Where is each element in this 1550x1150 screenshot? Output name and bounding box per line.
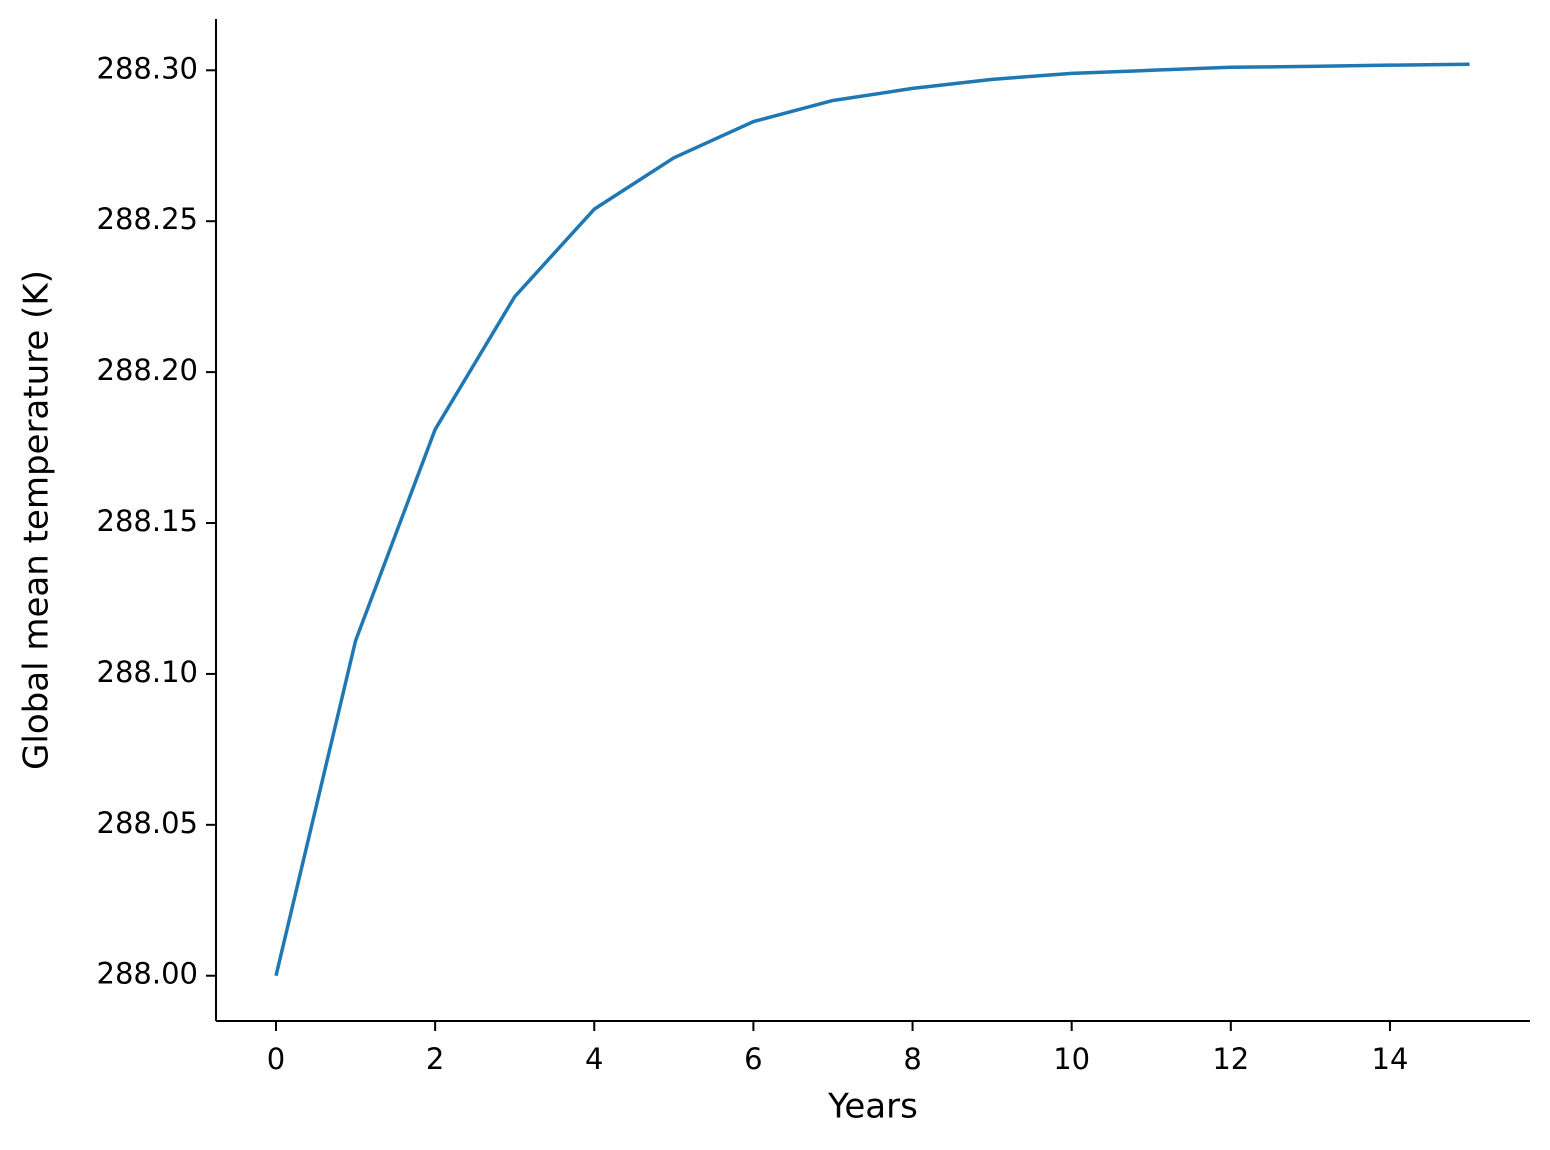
data-line <box>274 62 1470 977</box>
y-tick-label: 288.00 <box>97 957 198 991</box>
x-tick-label: 8 <box>903 1042 921 1076</box>
y-tick-label: 288.15 <box>97 504 198 538</box>
x-axis-title: Years <box>827 1087 918 1127</box>
y-tick-label: 288.10 <box>97 655 198 689</box>
x-tick-label: 14 <box>1372 1042 1409 1076</box>
x-tick-label: 10 <box>1053 1042 1090 1076</box>
y-axis-title: Global mean temperature (K) <box>17 270 57 770</box>
x-tick-label: 0 <box>267 1042 285 1076</box>
y-tick-label: 288.20 <box>97 353 198 387</box>
x-tick-label: 2 <box>426 1042 444 1076</box>
y-tick-label: 288.05 <box>97 806 198 840</box>
x-tick-label: 12 <box>1212 1042 1249 1076</box>
x-tick-label: 4 <box>585 1042 603 1076</box>
x-tick-label: 6 <box>744 1042 762 1076</box>
y-tick-label: 288.25 <box>97 202 198 236</box>
y-tick-label: 288.30 <box>97 51 198 85</box>
